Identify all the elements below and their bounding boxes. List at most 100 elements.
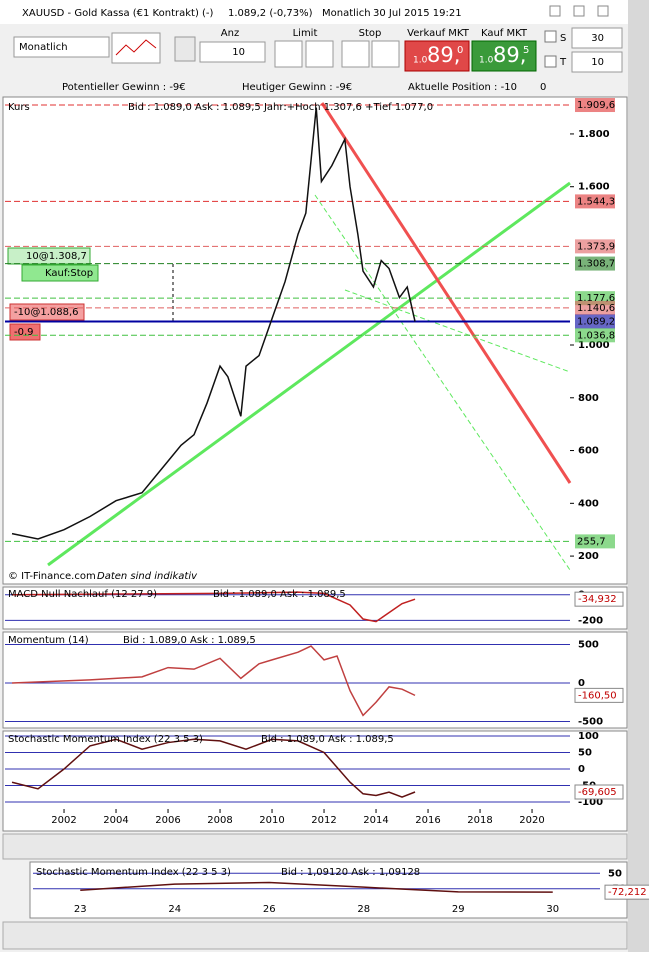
price-tag <box>575 239 615 254</box>
x-tick-label: 2004 <box>103 815 128 826</box>
series-line <box>12 591 416 623</box>
y-tick-label: 0 <box>578 678 585 689</box>
panel-title: MACD Null Nachlauf (12 27 9) <box>8 589 157 600</box>
panel-subtitle: Bid : 1.089,0 Ask : 1.089,5 Jahr:+Hoch 1… <box>128 102 433 113</box>
price-tag <box>575 300 615 315</box>
x-tick-label: 26 <box>263 904 276 915</box>
nav-bar-2[interactable] <box>2 921 628 950</box>
x-tick-label: 2006 <box>155 815 180 826</box>
panel-title: Stochastic Momentum Index (22 3 5 3) <box>8 734 203 745</box>
minimize[interactable] <box>549 5 561 17</box>
y-tick-label: 100 <box>578 731 599 742</box>
last-tag <box>574 687 624 703</box>
period-select[interactable] <box>13 36 110 58</box>
window-last: 1.089,2 (-0,73%) <box>228 8 313 19</box>
series-line <box>80 881 553 893</box>
s-input[interactable] <box>571 27 623 49</box>
buy-order: 10@1.308,7 <box>26 251 87 262</box>
last-label: -160,50 <box>578 690 617 701</box>
title-bar <box>0 0 649 24</box>
price-tag <box>575 328 615 343</box>
t-label: T <box>559 57 567 68</box>
period-select-text: Monatlich <box>19 42 68 53</box>
price-tag-label: 1.177,6 <box>577 293 615 304</box>
y-tick-label: 0 <box>578 764 585 775</box>
t-checkbox[interactable] <box>544 55 557 68</box>
settings-button[interactable] <box>174 36 196 62</box>
x-tick-label: 2002 <box>51 815 76 826</box>
buy-button[interactable] <box>471 40 537 72</box>
panel-title: Stochastic Momentum Index (22 3 5 3) <box>36 867 231 878</box>
price-tag-label: 1.140,6 <box>577 303 615 314</box>
last-tag <box>604 884 649 900</box>
s-checkbox[interactable] <box>544 30 557 43</box>
y-tick-label: 200 <box>578 551 599 562</box>
x-tick-label: 2008 <box>207 815 232 826</box>
x-tick-label: 2018 <box>467 815 492 826</box>
price-tag <box>575 194 615 209</box>
potential-gain: Potentieller Gewinn : -9€ <box>62 82 186 93</box>
s-label: S <box>560 33 566 44</box>
trend-line-red <box>320 102 572 484</box>
sell-label: Verkauf MKT <box>407 28 470 39</box>
price-tag <box>575 314 615 329</box>
y-tick-label: -500 <box>578 717 603 728</box>
y-tick-label: 1.600 <box>578 182 610 193</box>
fan-line <box>314 194 571 571</box>
y-tick-label: 800 <box>578 393 599 404</box>
sell-button[interactable] <box>404 40 470 72</box>
x-tick-label: 2016 <box>415 815 440 826</box>
y-tick-label: 1.000 <box>578 340 610 351</box>
price-tag-label: 1.308,7 <box>577 259 615 270</box>
sell-pl-tag <box>9 323 41 341</box>
buy-prefix: 1.0 <box>479 56 494 66</box>
y-tick-label: 1.800 <box>578 129 610 140</box>
position: Aktuelle Position : -10 <box>408 82 517 93</box>
buy-order-tag[interactable] <box>7 247 91 265</box>
limit-label: Limit <box>293 28 318 39</box>
y-tick-label: -100 <box>578 797 603 808</box>
stop-buy-button[interactable] <box>341 40 370 68</box>
t-input[interactable] <box>571 51 623 73</box>
price-tag <box>575 256 615 271</box>
y-tick-label: 50 <box>578 747 592 758</box>
today-gain: Heutiger Gewinn : -9€ <box>242 82 352 93</box>
buy-label: Kauf MKT <box>481 28 528 39</box>
limit-sell-button[interactable] <box>305 40 334 68</box>
last-tag <box>574 591 624 607</box>
restore[interactable] <box>597 5 609 17</box>
buy-type: Kauf:Stop <box>45 268 93 279</box>
buy-suffix: 5 <box>523 45 529 56</box>
window-period: Monatlich <box>322 8 371 19</box>
mini-panel <box>29 861 628 919</box>
buy-type-tag[interactable] <box>21 264 99 282</box>
panel-subtitle: Bid : 1.089,0 Ask : 1.089,5 <box>123 635 256 646</box>
sell-suffix: 0 <box>457 45 463 56</box>
sell-prefix: 1.0 <box>413 56 428 66</box>
panel-subtitle: Bid : 1,09120 Ask : 1,09128 <box>281 867 420 878</box>
anz-label: Anz <box>221 28 239 39</box>
panel-title: Momentum (14) <box>8 635 89 646</box>
last-label: -34,932 <box>578 594 617 605</box>
y-tick-label: 500 <box>578 639 599 650</box>
x-tick-label: 28 <box>357 904 370 915</box>
buy-price: 89, <box>493 43 526 67</box>
position-alt: 0 <box>540 82 546 93</box>
chart-type-icon <box>115 39 157 56</box>
x-tick-label: 2014 <box>363 815 388 826</box>
price-tag-label: 1.373,9 <box>577 241 615 252</box>
limit-buy-button[interactable] <box>274 40 303 68</box>
stop-sell-button[interactable] <box>371 40 400 68</box>
x-tick-label: 23 <box>74 904 87 915</box>
side-strip <box>628 0 649 952</box>
y-tick-label: 50 <box>608 868 622 879</box>
last-tag <box>574 784 624 800</box>
price-tag-label: 1.909,6 <box>577 100 615 111</box>
price-tag-label: 1.544,3 <box>577 196 615 207</box>
price-tag <box>575 534 615 549</box>
nav-bar[interactable] <box>2 833 628 860</box>
panel-subtitle: Bid : 1.089,0 Ask : 1.089,5 <box>261 734 394 745</box>
anz-input[interactable] <box>199 41 266 63</box>
maximize[interactable] <box>573 5 585 17</box>
chart-type-button[interactable] <box>111 32 161 64</box>
